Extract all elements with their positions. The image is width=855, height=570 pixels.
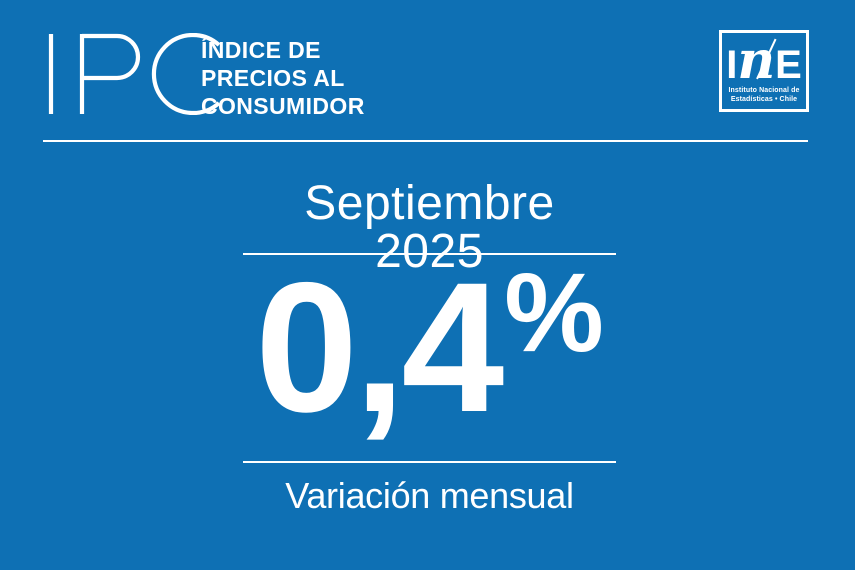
ipc-wordmark-text: IPC [46, 115, 47, 116]
caption-label: Variación mensual [285, 475, 574, 516]
header-title-line: ÍNDICE DE [201, 37, 321, 63]
value-bottom-divider [243, 461, 616, 463]
ine-logo-letter-e: E [775, 43, 802, 87]
percent-sign: % [504, 250, 604, 375]
ine-logo-caption-line: Instituto Nacional de [728, 87, 800, 94]
header-title: ÍNDICE DE PRECIOS AL CONSUMIDOR [201, 36, 365, 120]
ipc-wordmark: IPC [46, 33, 236, 115]
ine-logo-caption: Instituto Nacional de Estadísticas • Chi… [722, 87, 806, 104]
value-number: 0,4 [255, 245, 504, 451]
value-display: 0,4 % [243, 256, 616, 441]
ipc-wordmark-drawing [48, 33, 221, 115]
value-top-divider [243, 253, 616, 255]
header-title-line: CONSUMIDOR [201, 93, 365, 119]
ine-logo: InE Instituto Nacional de Estadísticas •… [719, 30, 809, 112]
header-divider [43, 140, 808, 142]
ine-logo-letter-i: I [726, 43, 738, 87]
ine-logo-letter-n: n [737, 30, 776, 91]
ine-logo-caption-line: Estadísticas • Chile [730, 95, 798, 103]
ine-logo-wordmark: InE [726, 35, 802, 87]
header-title-line: PRECIOS AL [201, 65, 345, 91]
period-label: Septiembre 2025 [304, 177, 555, 278]
